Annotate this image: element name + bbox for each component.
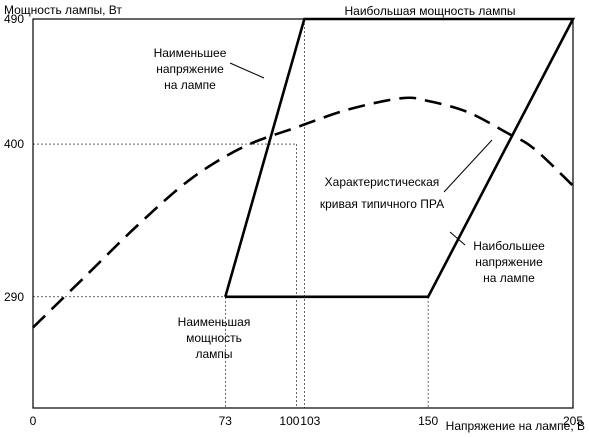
annotation-min-voltage: Наименьшее напряжение на лампе [154, 46, 265, 92]
annotation-min-power-line2: мощность [186, 331, 242, 345]
annotation-min-power-line3: лампы [195, 347, 232, 361]
y-axis-label: Мощность лампы, Вт [4, 3, 122, 17]
plot-frame [32, 18, 574, 409]
annotation-min-voltage-line3: на лампе [164, 78, 216, 92]
guide-lines [33, 18, 574, 408]
annotation-min-voltage-leader [229, 62, 265, 79]
annotation-max-voltage-line1: Наибольшее [473, 239, 545, 253]
x-tick-label: 0 [30, 414, 37, 428]
x-tick-label: 73 [219, 414, 233, 428]
y-tick-label: 290 [4, 290, 24, 304]
annotation-curve-leader [443, 139, 493, 193]
tick-labels: 0 73 100 103 150 205 290 400 490 [4, 12, 583, 428]
x-tick-label: 150 [418, 414, 438, 428]
annotation-min-voltage-line2: напряжение [156, 62, 224, 76]
annotation-max-voltage-leader [449, 231, 466, 246]
x-tick-label: 205 [563, 414, 583, 428]
annotation-max-voltage: Наибольшее напряжение на лампе [449, 231, 545, 285]
annotation-min-power: Наименьшая мощность лампы [178, 315, 251, 361]
y-tick-label: 400 [4, 137, 24, 151]
annotation-max-voltage-line2: напряжение [475, 255, 543, 269]
x-axis-label: Напряжение на лампе, В [446, 419, 585, 433]
annotation-min-voltage-line1: Наименьшее [154, 46, 227, 60]
annotation-min-power-line1: Наименьшая [178, 315, 251, 329]
series [32, 17, 576, 329]
annotation-curve-line2: кривая типичного ПРА [320, 197, 444, 211]
axes [32, 18, 574, 409]
annotation-curve-line1: Характеристическая [325, 175, 440, 189]
annotation-max-power: Наибольшая мощность лампы [345, 4, 516, 18]
x-tick-label: 100 [279, 414, 299, 428]
y-tick-label: 490 [4, 12, 24, 26]
annotation-max-voltage-line3: на лампе [483, 271, 535, 285]
characteristic-curve-line [32, 96, 574, 329]
x-tick-label: 103 [300, 414, 320, 428]
operating-boundary-line [224, 17, 576, 299]
annotation-curve: Характеристическая кривая типичного ПРА [320, 139, 493, 211]
